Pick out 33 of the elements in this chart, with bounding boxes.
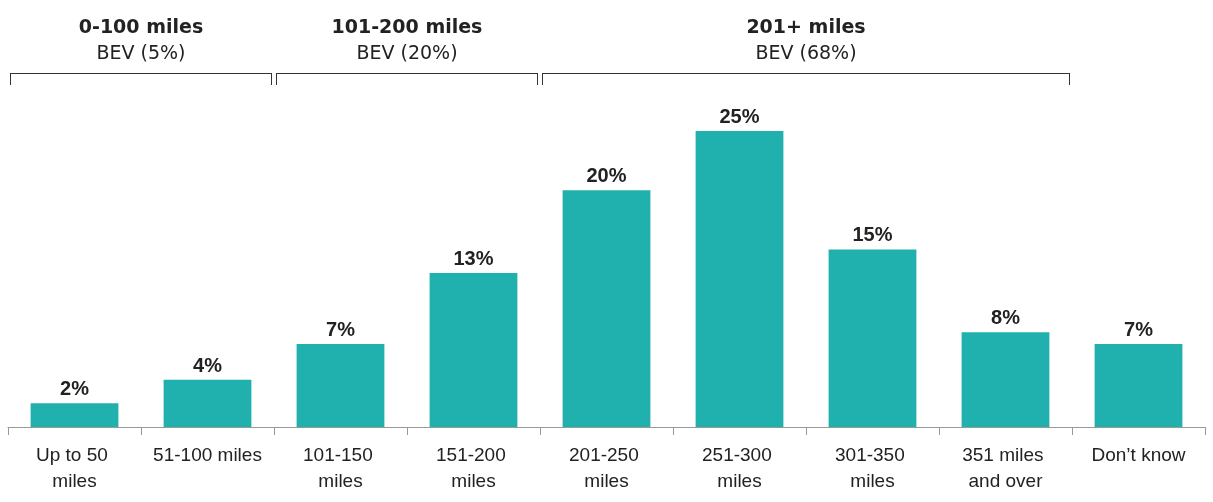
bar (562, 190, 651, 427)
text: BEV (68%) (755, 40, 857, 64)
text: 0-100 miles (78, 14, 204, 38)
x-tick-label: Up to 50 miles (35, 443, 114, 491)
bar (30, 403, 119, 427)
data-label: 13% (453, 247, 494, 270)
x-tick-label: 101-150 miles (302, 443, 379, 491)
bar (296, 344, 385, 427)
data-label: 2% (60, 377, 90, 400)
bar (429, 273, 518, 427)
bar (828, 249, 917, 427)
bar (695, 131, 784, 427)
data-label: 7% (326, 318, 356, 341)
data-label: 7% (1124, 318, 1154, 341)
bar (961, 332, 1050, 427)
bar (163, 379, 252, 427)
x-tick-label: 151-200 miles (435, 443, 512, 491)
text: BEV (20%) (356, 40, 458, 64)
data-label: 20% (586, 164, 627, 187)
x-tick-label: 301-350 miles (834, 443, 911, 491)
text: 101-200 miles (331, 14, 483, 38)
data-label: 25% (719, 105, 760, 127)
bar (1094, 344, 1183, 427)
x-tick-label: 351 miles and over (962, 443, 1049, 491)
text: BEV (5%) (96, 40, 186, 64)
x-tick-label: 201-250 miles (568, 443, 645, 491)
data-label: 4% (193, 353, 223, 376)
data-label: 15% (852, 223, 893, 246)
x-tick-label: 251-300 miles (701, 443, 778, 491)
data-label: 8% (991, 306, 1021, 329)
text: 201+ miles (746, 14, 866, 38)
x-tick-label: 51-100 miles (153, 443, 262, 465)
x-tick-label: Don’t know (1091, 443, 1186, 465)
